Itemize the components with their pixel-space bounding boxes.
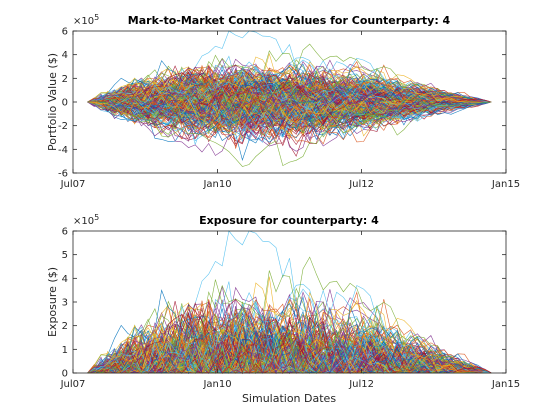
mtm-path <box>87 86 492 115</box>
exposure-xtick-label: Jul07 <box>60 379 86 390</box>
mtm-path <box>87 81 492 125</box>
mtm-ytick-label: 2 <box>62 74 68 85</box>
mtm-path <box>87 80 492 118</box>
mtm-xtick-label: Jan10 <box>202 179 231 190</box>
mtm-paths <box>87 30 492 167</box>
exposure-ytick-label: 2 <box>62 321 68 332</box>
exposure-panel: Exposure for counterparty: 4 Exposure ($… <box>46 213 520 405</box>
mtm-y-exponent: ×105 <box>73 13 99 27</box>
mtm-path <box>87 66 492 126</box>
mtm-title: Mark-to-Market Contract Values for Count… <box>128 14 451 27</box>
mtm-xtick-label: Jul07 <box>60 179 86 190</box>
exposure-y-exponent: ×105 <box>73 213 99 227</box>
exposure-path <box>87 303 492 374</box>
exposure-xtick-label: Jul12 <box>348 379 374 390</box>
mtm-ytick-label: 6 <box>62 27 68 38</box>
mtm-ticks: -6 -4 -2 0 2 4 6 Jul07 Jan10 Jul12 Jan15 <box>58 27 520 191</box>
exposure-ytick-label: 0 <box>62 369 68 380</box>
mtm-ylabel: Portfolio Value ($) <box>46 53 59 151</box>
mtm-panel: Mark-to-Market Contract Values for Count… <box>46 13 520 190</box>
exposure-ytick-label: 6 <box>62 227 68 238</box>
exposure-xlabel: Simulation Dates <box>242 392 336 405</box>
mtm-ytick-label: -6 <box>58 169 68 180</box>
mtm-path <box>87 81 492 138</box>
mtm-ytick-label: 4 <box>62 50 68 61</box>
exposure-xtick-label: Jan15 <box>491 379 520 390</box>
exposure-ylabel: Exposure ($) <box>46 267 59 337</box>
exposure-ticks: 0 1 2 3 4 5 6 Jul07 Jan10 Jul12 Jan15 <box>60 227 520 391</box>
exposure-ytick-label: 3 <box>62 298 68 309</box>
mtm-path <box>87 87 492 136</box>
mtm-path <box>87 92 492 126</box>
mtm-path <box>87 88 492 121</box>
exposure-ytick-label: 4 <box>62 274 68 285</box>
mtm-path <box>87 61 492 121</box>
mtm-path <box>87 81 492 110</box>
exposure-title: Exposure for counterparty: 4 <box>199 214 379 227</box>
mtm-xtick-label: Jan15 <box>491 179 520 190</box>
exposure-path <box>87 320 492 374</box>
mtm-path <box>87 75 492 111</box>
mtm-path <box>87 43 492 114</box>
exposure-ytick-label: 1 <box>62 345 68 356</box>
mtm-ytick-label: 0 <box>62 98 68 109</box>
mtm-xtick-label: Jul12 <box>348 179 374 190</box>
mtm-ytick-label: -4 <box>58 145 68 156</box>
mtm-path <box>87 82 492 135</box>
exposure-xtick-label: Jan10 <box>202 379 231 390</box>
mtm-path <box>87 82 492 129</box>
exposure-path <box>87 304 492 374</box>
exposure-paths <box>87 230 492 375</box>
exposure-path <box>87 303 492 374</box>
mtm-ytick-label: -2 <box>58 121 68 132</box>
mtm-path <box>87 80 492 127</box>
exposure-ytick-label: 5 <box>62 250 68 261</box>
mtm-path <box>87 70 492 115</box>
